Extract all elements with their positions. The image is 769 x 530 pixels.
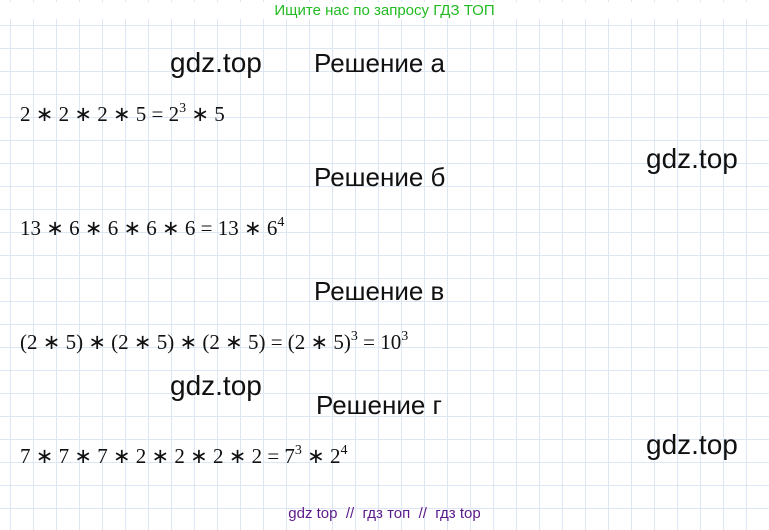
exponent: 4	[340, 443, 348, 458]
formula: 13 ∗ 6 ∗ 6 ∗ 6 ∗ 6 = 13 ∗ 64	[20, 216, 284, 241]
section-title: Решение г	[316, 390, 443, 420]
exponent: 3	[294, 443, 302, 458]
header: Ищите нас по запросу ГДЗ ТОП	[0, 2, 769, 19]
formula-text: ∗ 2	[301, 444, 341, 468]
formula: (2 ∗ 5) ∗ (2 ∗ 5) ∗ (2 ∗ 5) = (2 ∗ 5)3 =…	[20, 330, 408, 355]
watermark: gdz.top	[646, 429, 738, 460]
section-title: Решение а	[314, 48, 446, 78]
formula-text: 7 ∗ 7 ∗ 7 ∗ 2 ∗ 2 ∗ 2 ∗ 2 = 7	[20, 444, 295, 468]
exponent: 3	[350, 329, 358, 344]
formula: 2 ∗ 2 ∗ 2 ∗ 5 = 23 ∗ 5	[20, 102, 225, 127]
watermark: gdz.top	[170, 47, 262, 78]
formula: 7 ∗ 7 ∗ 7 ∗ 2 ∗ 2 ∗ 2 ∗ 2 = 73 ∗ 24	[20, 444, 348, 469]
formula-text: 13 ∗ 6 ∗ 6 ∗ 6 ∗ 6 = 13 ∗ 6	[20, 216, 278, 240]
exponent: 3	[179, 101, 187, 116]
watermark: gdz.top	[646, 143, 738, 174]
section-title: Решение в	[314, 276, 445, 306]
exponent: 3	[401, 329, 409, 344]
formula-text: ∗ 5	[186, 102, 225, 126]
footer: gdz top // гдз топ // гдз top	[288, 505, 481, 522]
formula-text: 2 ∗ 2 ∗ 2 ∗ 5 = 2	[20, 102, 180, 126]
formula-text: = 10	[357, 330, 402, 354]
watermark: gdz.top	[170, 370, 262, 401]
exponent: 4	[277, 215, 285, 230]
section-title: Решение б	[314, 162, 446, 192]
formula-text: (2 ∗ 5) ∗ (2 ∗ 5) ∗ (2 ∗ 5) = (2 ∗ 5)	[20, 330, 351, 354]
